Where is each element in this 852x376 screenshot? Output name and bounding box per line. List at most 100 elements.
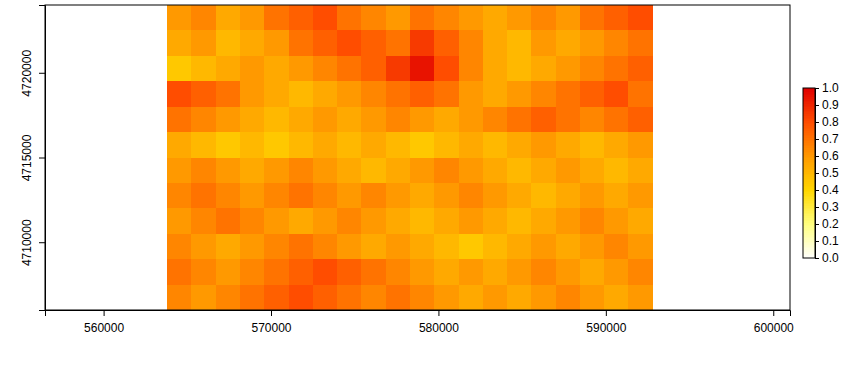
- x-axis-line: [46, 311, 791, 317]
- cell: [191, 234, 216, 260]
- cell: [410, 56, 435, 82]
- colorbar-tick: 0.4: [815, 183, 839, 197]
- cell: [628, 81, 653, 107]
- cell: [167, 132, 192, 158]
- cell: [289, 158, 314, 184]
- colorbar-tick-label: 0.0: [822, 251, 839, 265]
- x-tick-label: 590000: [586, 321, 626, 335]
- cell: [240, 234, 265, 260]
- cell: [628, 5, 653, 31]
- cell: [459, 30, 484, 56]
- cell: [216, 56, 241, 82]
- cell: [483, 208, 508, 234]
- cell: [434, 30, 459, 56]
- cell: [289, 81, 314, 107]
- cell: [556, 30, 581, 56]
- colorbar-tick: 0.7: [815, 132, 839, 146]
- colorbar-tick: 0.1: [815, 234, 839, 248]
- colorbar-tick: 0.6: [815, 149, 839, 163]
- cell: [240, 107, 265, 133]
- cell: [459, 183, 484, 209]
- cell: [531, 132, 556, 158]
- cell: [604, 132, 629, 158]
- cell: [386, 107, 411, 133]
- cell: [289, 5, 314, 31]
- y-tick-label: 4720000: [20, 50, 34, 97]
- cell: [313, 259, 338, 285]
- cell: [628, 30, 653, 56]
- colorbar-tick-mark: [815, 190, 819, 191]
- cell: [264, 208, 289, 234]
- cell: [240, 259, 265, 285]
- cell: [531, 30, 556, 56]
- cell: [216, 81, 241, 107]
- cell: [337, 208, 362, 234]
- cell: [289, 259, 314, 285]
- cell: [556, 208, 581, 234]
- cell: [313, 158, 338, 184]
- cell: [628, 259, 653, 285]
- cell: [556, 158, 581, 184]
- cell: [507, 56, 532, 82]
- cell: [580, 56, 605, 82]
- colorbar-tick-label: 0.8: [822, 115, 839, 129]
- cell: [240, 81, 265, 107]
- cell: [507, 132, 532, 158]
- cell: [216, 132, 241, 158]
- cell: [459, 158, 484, 184]
- cell: [216, 285, 241, 310]
- cell: [556, 285, 581, 310]
- cell: [313, 285, 338, 310]
- cell: [483, 259, 508, 285]
- cell: [313, 81, 338, 107]
- cell: [531, 5, 556, 31]
- cell: [410, 285, 435, 310]
- cell: [191, 183, 216, 209]
- colorbar-tick-label: 0.6: [822, 149, 839, 163]
- cell: [580, 259, 605, 285]
- cell: [580, 183, 605, 209]
- cell: [507, 208, 532, 234]
- x-tick: 570000: [251, 310, 291, 335]
- cell: [337, 259, 362, 285]
- cell: [337, 56, 362, 82]
- cell: [604, 183, 629, 209]
- colorbar-tick-mark: [815, 122, 819, 123]
- plot-frame: [45, 5, 790, 310]
- cell: [216, 208, 241, 234]
- x-axis: 560000 570000 580000 590000 600000: [46, 310, 795, 335]
- cell: [386, 158, 411, 184]
- cell: [191, 30, 216, 56]
- cell: [556, 5, 581, 31]
- cell: [459, 81, 484, 107]
- cell: [580, 234, 605, 260]
- y-tick-mark: [39, 242, 45, 243]
- cell: [361, 132, 386, 158]
- x-tick: 560000: [84, 310, 124, 335]
- cell: [191, 208, 216, 234]
- cell: [434, 259, 459, 285]
- cell: [531, 259, 556, 285]
- y-tick: 4720000: [20, 50, 45, 97]
- cell: [531, 208, 556, 234]
- cell: [483, 81, 508, 107]
- cell: [580, 158, 605, 184]
- cell: [361, 5, 386, 31]
- cell: [604, 81, 629, 107]
- cell: [216, 234, 241, 260]
- colorbar-tick-label: 1.0: [822, 81, 839, 95]
- x-tick-label: 580000: [419, 321, 459, 335]
- cell: [459, 285, 484, 310]
- x-tick-label: 600000: [754, 321, 794, 335]
- colorbar-tick-label: 0.1: [822, 234, 839, 248]
- cell: [240, 208, 265, 234]
- colorbar-tick-mark: [815, 241, 819, 242]
- cell: [386, 234, 411, 260]
- colorbar-tick-mark: [815, 173, 819, 174]
- cell: [483, 5, 508, 31]
- cell: [483, 285, 508, 310]
- y-axis: 471000047150004720000: [20, 6, 46, 311]
- cell: [167, 234, 192, 260]
- cell: [191, 259, 216, 285]
- cell: [628, 56, 653, 82]
